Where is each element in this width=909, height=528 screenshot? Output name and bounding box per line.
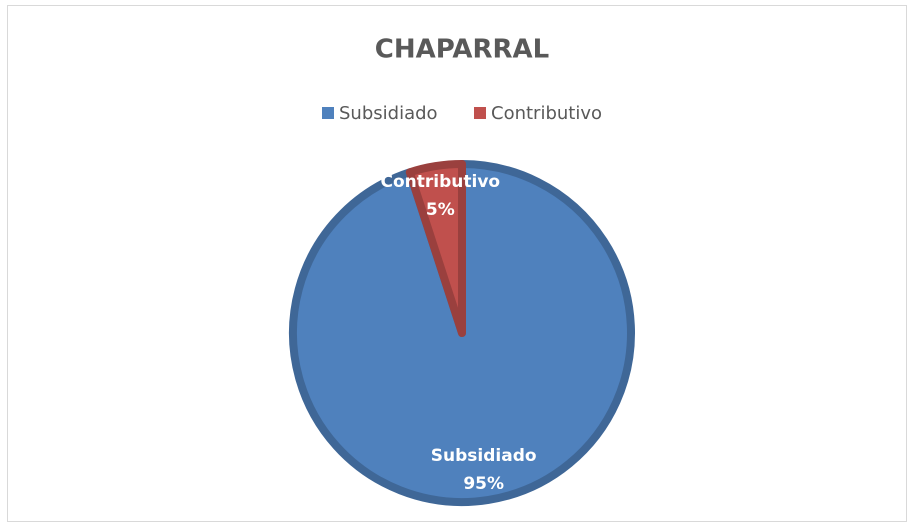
legend-label: Subsidiado xyxy=(339,103,438,124)
pie-slice xyxy=(289,160,635,506)
data-label-value: 5% xyxy=(426,200,455,220)
legend-swatch xyxy=(474,107,486,119)
data-label-name: Subsidiado xyxy=(431,446,537,466)
chart-title: CHAPARRAL xyxy=(375,35,549,65)
legend-swatch xyxy=(322,107,334,119)
data-label-name: Contributivo xyxy=(381,172,501,192)
legend-label: Contributivo xyxy=(491,103,602,124)
pie-slice xyxy=(405,160,466,337)
data-label-value: 95% xyxy=(463,474,504,494)
